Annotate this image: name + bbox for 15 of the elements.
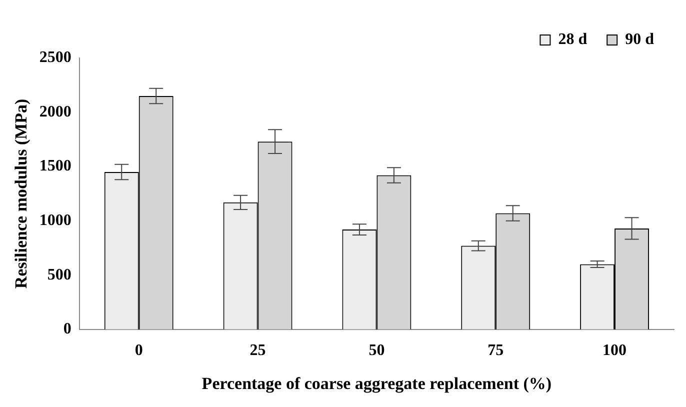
x-tick-label: 25 xyxy=(250,342,266,360)
legend-label: 90 d xyxy=(625,31,654,48)
x-tick-label: 75 xyxy=(488,342,504,360)
y-tick-label: 0 xyxy=(63,320,72,338)
y-tick-label: 1000 xyxy=(39,212,72,229)
y-tick-label: 500 xyxy=(47,266,72,284)
y-tick-label: 1500 xyxy=(39,158,72,175)
y-axis-title: Resilience modulus (MPa) xyxy=(12,98,31,289)
x-tick-label: 100 xyxy=(602,342,627,360)
x-tick-label: 50 xyxy=(368,342,385,360)
x-axis-title: Percentage of coarse aggregate replacement (%) xyxy=(202,374,552,394)
y-tick-label: 2500 xyxy=(39,49,72,66)
y-tick-label: 2000 xyxy=(39,103,72,120)
x-tick-label: 0 xyxy=(134,342,143,360)
legend-label: 28 d xyxy=(558,31,588,48)
